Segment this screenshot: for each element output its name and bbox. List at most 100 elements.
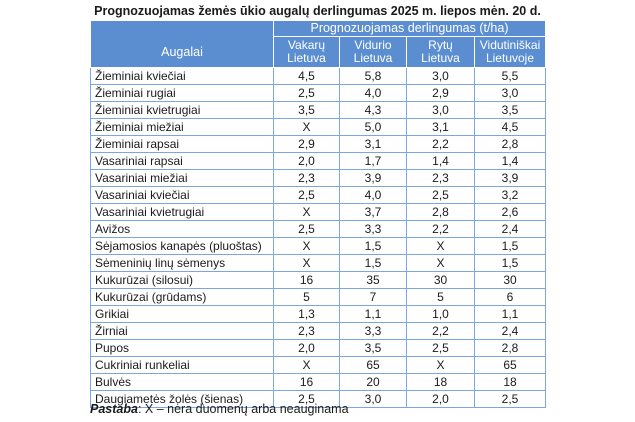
yield-value-cell: 2,2: [406, 220, 475, 238]
column-header-region: Vidutiniškai Lietuvoje: [474, 36, 546, 68]
yield-value-cell: 3,5: [273, 101, 340, 119]
yield-value-cell: 4,0: [339, 84, 407, 102]
yield-value-cell: 2,3: [273, 322, 340, 340]
crop-name-cell: Žieminiai kvietrugiai: [90, 101, 274, 119]
region-header-line: Lietuva: [287, 51, 326, 65]
yield-value-cell: 2,2: [406, 322, 475, 340]
yield-value-cell: 2,5: [273, 186, 340, 204]
yield-value-cell: 30: [406, 271, 475, 289]
yield-value-cell: 2,6: [474, 203, 546, 221]
page-title: Prognozuojamas žemės ūkio augalų derling…: [94, 4, 541, 18]
yield-value-cell: 7: [339, 288, 407, 306]
table-row: Vasariniai miežiai 2,3 3,9 2,3 3,9: [90, 169, 546, 187]
yield-value-cell: 2,3: [406, 169, 475, 187]
crop-name-cell: Cukriniai runkeliai: [90, 356, 274, 374]
yield-value-cell: 3,3: [339, 322, 407, 340]
crop-name-cell: Daugiametės žolės (šienas): [90, 390, 274, 408]
yield-value-cell: 3,5: [339, 339, 407, 357]
yield-value-cell: 1,4: [406, 152, 475, 170]
table-row: Kukurūzai (silosui) 16 35 30 30: [90, 271, 546, 289]
crop-name-cell: Vasariniai miežiai: [90, 169, 274, 187]
crop-name-cell: Grikiai: [90, 305, 274, 323]
yield-value-cell: 18: [474, 373, 546, 391]
crop-name-cell: Vasariniai kvietrugiai: [90, 203, 274, 221]
yield-value-cell: 35: [339, 271, 407, 289]
yield-value-cell: 2,4: [474, 220, 546, 238]
column-group-header-yield: Prognozuojamas derlingumas (t/ha): [273, 20, 546, 37]
region-header-line: Lietuva: [353, 51, 393, 65]
yield-value-cell: 3,2: [474, 186, 546, 204]
table-row: Pupos 2,0 3,5 2,5 2,8: [90, 339, 546, 357]
crop-name-cell: Kukurūzai (silosui): [90, 271, 274, 289]
column-header-region: Vakarų Lietuva: [273, 36, 340, 68]
yield-value-cell: 1,5: [474, 254, 546, 272]
yield-value-cell: 3,0: [339, 390, 407, 408]
crop-name-cell: Bulvės: [90, 373, 274, 391]
yield-value-cell: 1,5: [474, 237, 546, 255]
yield-value-cell: 1,3: [273, 305, 340, 323]
yield-value-cell: 3,5: [474, 101, 546, 119]
crop-name-cell: Žieminiai miežiai: [90, 118, 274, 136]
yield-value-cell: X: [273, 237, 340, 255]
yield-value-cell: 2,3: [273, 169, 340, 187]
region-header-line: Lietuvoje: [485, 51, 535, 65]
yield-value-cell: 1,5: [339, 237, 407, 255]
crop-name-cell: Vasariniai rapsai: [90, 152, 274, 170]
yield-value-cell: X: [406, 237, 475, 255]
crop-name-cell: Sėjamosios kanapės (pluoštas): [90, 237, 274, 255]
crop-name-cell: Kukurūzai (grūdams): [90, 288, 274, 306]
table-row: Vasariniai rapsai 2,0 1,7 1,4 1,4: [90, 152, 546, 170]
yield-value-cell: X: [273, 356, 340, 374]
yield-value-cell: 65: [474, 356, 546, 374]
yield-value-cell: 4,0: [339, 186, 407, 204]
yield-value-cell: 1,1: [474, 305, 546, 323]
yield-value-cell: 4,3: [339, 101, 407, 119]
table-body: Žieminiai kviečiai 4,5 5,8 3,0 5,5 Žieminiai …: [90, 67, 546, 408]
yield-value-cell: 4,5: [474, 118, 546, 136]
footnote-text: : X – nėra duomenų arba neauginama: [137, 402, 349, 416]
yield-value-cell: 3,0: [406, 67, 475, 85]
yield-value-cell: 3,0: [474, 84, 546, 102]
column-header-region: Rytų Lietuva: [406, 36, 475, 68]
yield-value-cell: 3,1: [339, 135, 407, 153]
table-row: Avižos 2,5 3,3 2,2 2,4: [90, 220, 546, 238]
yield-value-cell: X: [406, 356, 475, 374]
crop-name-cell: Sėmeninių linų sėmenys: [90, 254, 274, 272]
crop-name-cell: Avižos: [90, 220, 274, 238]
column-header-region: Vidurio Lietuva: [339, 36, 407, 68]
yield-value-cell: 2,0: [406, 390, 475, 408]
crop-name-cell: Žieminiai rapsai: [90, 135, 274, 153]
yield-value-cell: 18: [406, 373, 475, 391]
table-row: Kukurūzai (grūdams) 5 7 5 6: [90, 288, 546, 306]
yield-value-cell: 6: [474, 288, 546, 306]
yield-value-cell: 5,0: [339, 118, 407, 136]
yield-value-cell: 3,9: [339, 169, 407, 187]
yield-value-cell: 3,1: [406, 118, 475, 136]
table-row: Žieminiai rapsai 2,9 3,1 2,2 2,8: [90, 135, 546, 153]
yield-value-cell: 2,0: [273, 339, 340, 357]
yield-value-cell: 3,0: [406, 101, 475, 119]
yield-value-cell: 1,0: [406, 305, 475, 323]
footnote-label: Pastaba: [90, 402, 138, 416]
region-header-line: Vidurio: [354, 38, 392, 52]
yield-value-cell: 4,5: [273, 67, 340, 85]
yield-value-cell: 30: [474, 271, 546, 289]
table-row: Žirniai 2,3 3,3 2,2 2,4: [90, 322, 546, 340]
region-header-line: Vakarų: [287, 38, 326, 52]
yield-value-cell: 2,4: [474, 322, 546, 340]
region-header-line: Vidutiniškai: [479, 38, 541, 52]
yield-value-cell: 2,5: [273, 84, 340, 102]
crop-name-cell: Žieminiai rugiai: [90, 84, 274, 102]
yield-value-cell: 1,7: [339, 152, 407, 170]
yield-value-cell: 1,1: [339, 305, 407, 323]
region-header-line: Lietuva: [421, 51, 460, 65]
yield-value-cell: 2,2: [406, 135, 475, 153]
yield-value-cell: 65: [339, 356, 407, 374]
yield-value-cell: 3,7: [339, 203, 407, 221]
yield-value-cell: 2,9: [406, 84, 475, 102]
table-row: Sėmeninių linų sėmenys X 1,5 X 1,5: [90, 254, 546, 272]
yield-value-cell: 2,5: [273, 390, 340, 408]
table-row: Sėjamosios kanapės (pluoštas) X 1,5 X 1,5: [90, 237, 546, 255]
footnote: Pastaba: X – nėra duomenų arba neauginam…: [90, 402, 349, 416]
yield-value-cell: X: [273, 254, 340, 272]
